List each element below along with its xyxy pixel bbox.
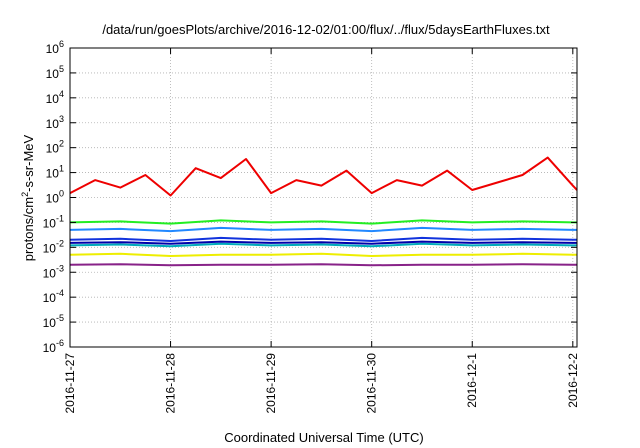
y-tick-label: 100 [46,189,64,206]
chart-title: /data/run/goesPlots/archive/2016-12-02/0… [102,22,550,37]
y-tick-label: 10-1 [43,213,64,230]
series-line [69,252,577,257]
x-tick-label: 2016-11-27 [63,353,77,414]
x-tick-label: 2016-11-29 [264,353,278,414]
series-line [69,226,577,233]
series-lines [69,156,578,267]
grid-lines [70,48,577,347]
y-tick-label: 10-4 [43,288,64,305]
plot-frame [69,47,578,348]
series-line [69,263,577,267]
series-line [69,242,577,248]
y-tick-label: 10-3 [43,263,64,280]
y-tick-label: 105 [46,64,64,81]
x-axis-ticks: 2016-11-27 2016-11-28 2016-11-29 2016-11-30… [63,48,580,414]
y-tick-label: 106 [46,39,64,56]
series-line [69,240,577,245]
y-tick-label: 103 [46,114,64,131]
x-tick-label: 2016-12-1 [465,353,479,408]
x-tick-label: 2016-11-28 [164,353,178,414]
series-line [69,156,578,197]
y-tick-label: 10-2 [43,238,64,255]
y-tick-label: 104 [46,89,64,106]
series-line [69,236,577,242]
x-axis-label: Coordinated Universal Time (UTC) [224,430,423,445]
y-tick-label: 101 [46,164,64,181]
y-tick-label: 10-5 [43,313,64,330]
y-axis-ticks: 10-6 10-5 10-4 10-3 10-2 10-1 100 101 102 103 104 1… [43,39,577,355]
y-tick-label: 10-6 [43,338,64,355]
x-tick-label: 2016-11-30 [365,353,379,414]
y-axis-label: protons/cm2-s-sr-MeV [20,134,36,261]
series-line [69,219,577,225]
x-tick-label: 2016-12-2 [566,353,580,408]
y-tick-label: 102 [46,139,64,156]
